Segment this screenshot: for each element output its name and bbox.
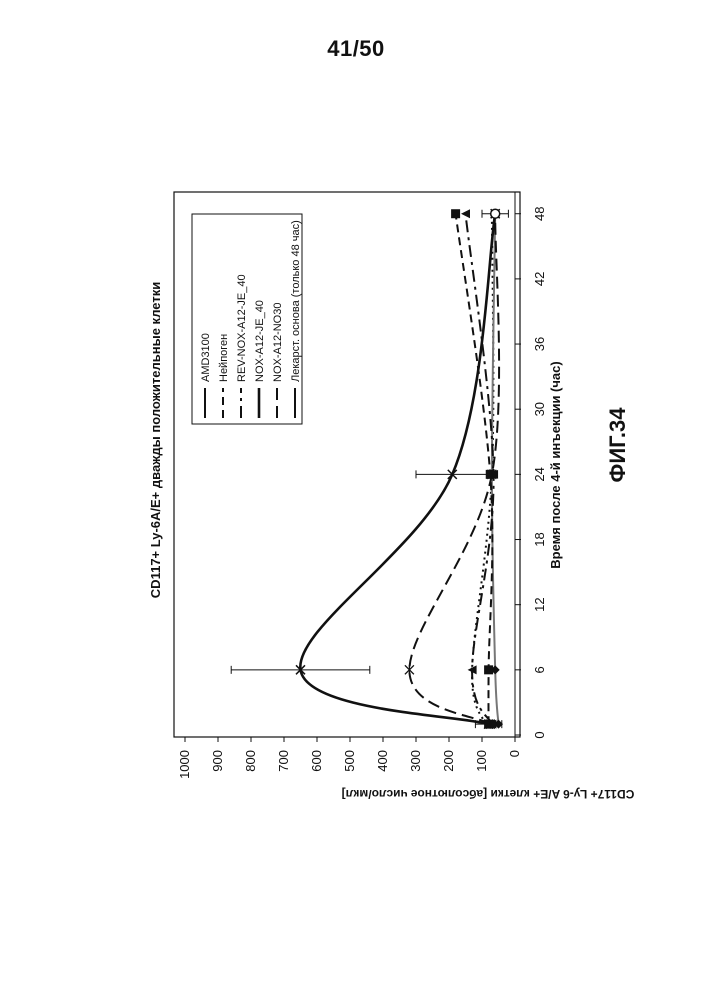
count-tick-label: 700 — [276, 750, 291, 772]
count-tick-label: 500 — [342, 750, 357, 772]
chart-legend: AMD3100 Нейпоген REV-NOX-A12-JE_40 NOX-A12-… — [192, 214, 302, 424]
legend-label-5: Лекарст. основа (только 48 час) — [290, 220, 302, 382]
count-tick-label: 300 — [408, 750, 423, 772]
count-tick-label: 600 — [309, 750, 324, 772]
hour-tick-label: 6 — [532, 666, 547, 673]
series-marker-2 — [461, 209, 470, 218]
y-axis-title: CD117+ Ly-6 A/E+ клетки [абсолютное числ… — [342, 787, 635, 801]
legend-label-1: Нейпоген — [218, 334, 230, 382]
count-tick-label: 100 — [474, 750, 489, 772]
chart-series-lines — [300, 214, 499, 724]
legend-label-2: REV-NOX-A12-JE_40 — [236, 274, 248, 382]
hour-tick-label: 24 — [532, 467, 547, 481]
series-line-dotted — [472, 214, 493, 724]
series-marker-1 — [451, 209, 460, 218]
series-marker-4 — [405, 665, 414, 674]
legend-label-3: NOX-A12-JE_40 — [254, 300, 266, 382]
x-axis-title: Время после 4-й инъекции (час) — [548, 361, 563, 568]
count-tick-label: 200 — [441, 750, 456, 772]
count-tick-label: 1000 — [177, 750, 192, 779]
hour-tick-label: 42 — [532, 272, 547, 286]
legend-label-0: AMD3100 — [200, 333, 212, 382]
hour-tick-label: 18 — [532, 532, 547, 546]
hour-tick-label: 36 — [532, 337, 547, 351]
count-tick-label: 400 — [375, 750, 390, 772]
series-line-2 — [466, 214, 494, 724]
hour-tick-label: 12 — [532, 597, 547, 611]
hour-tick-label: 0 — [532, 731, 547, 738]
chart-title: CD117+ Ly-6A/E+ дважды положительные кле… — [148, 282, 163, 598]
series-line-0 — [492, 214, 499, 724]
count-tick-label: 900 — [210, 750, 225, 772]
count-tick-label: 800 — [243, 750, 258, 772]
legend-label-4: NOX-A12-NO30 — [272, 303, 284, 382]
series-marker-5 — [491, 209, 500, 218]
hour-tick-label: 48 — [532, 206, 547, 220]
count-tick-label: 0 — [507, 750, 522, 757]
hour-tick-label: 30 — [532, 402, 547, 416]
series-marker-1 — [484, 665, 493, 674]
figure-label: ФИГ.34 — [605, 407, 630, 483]
